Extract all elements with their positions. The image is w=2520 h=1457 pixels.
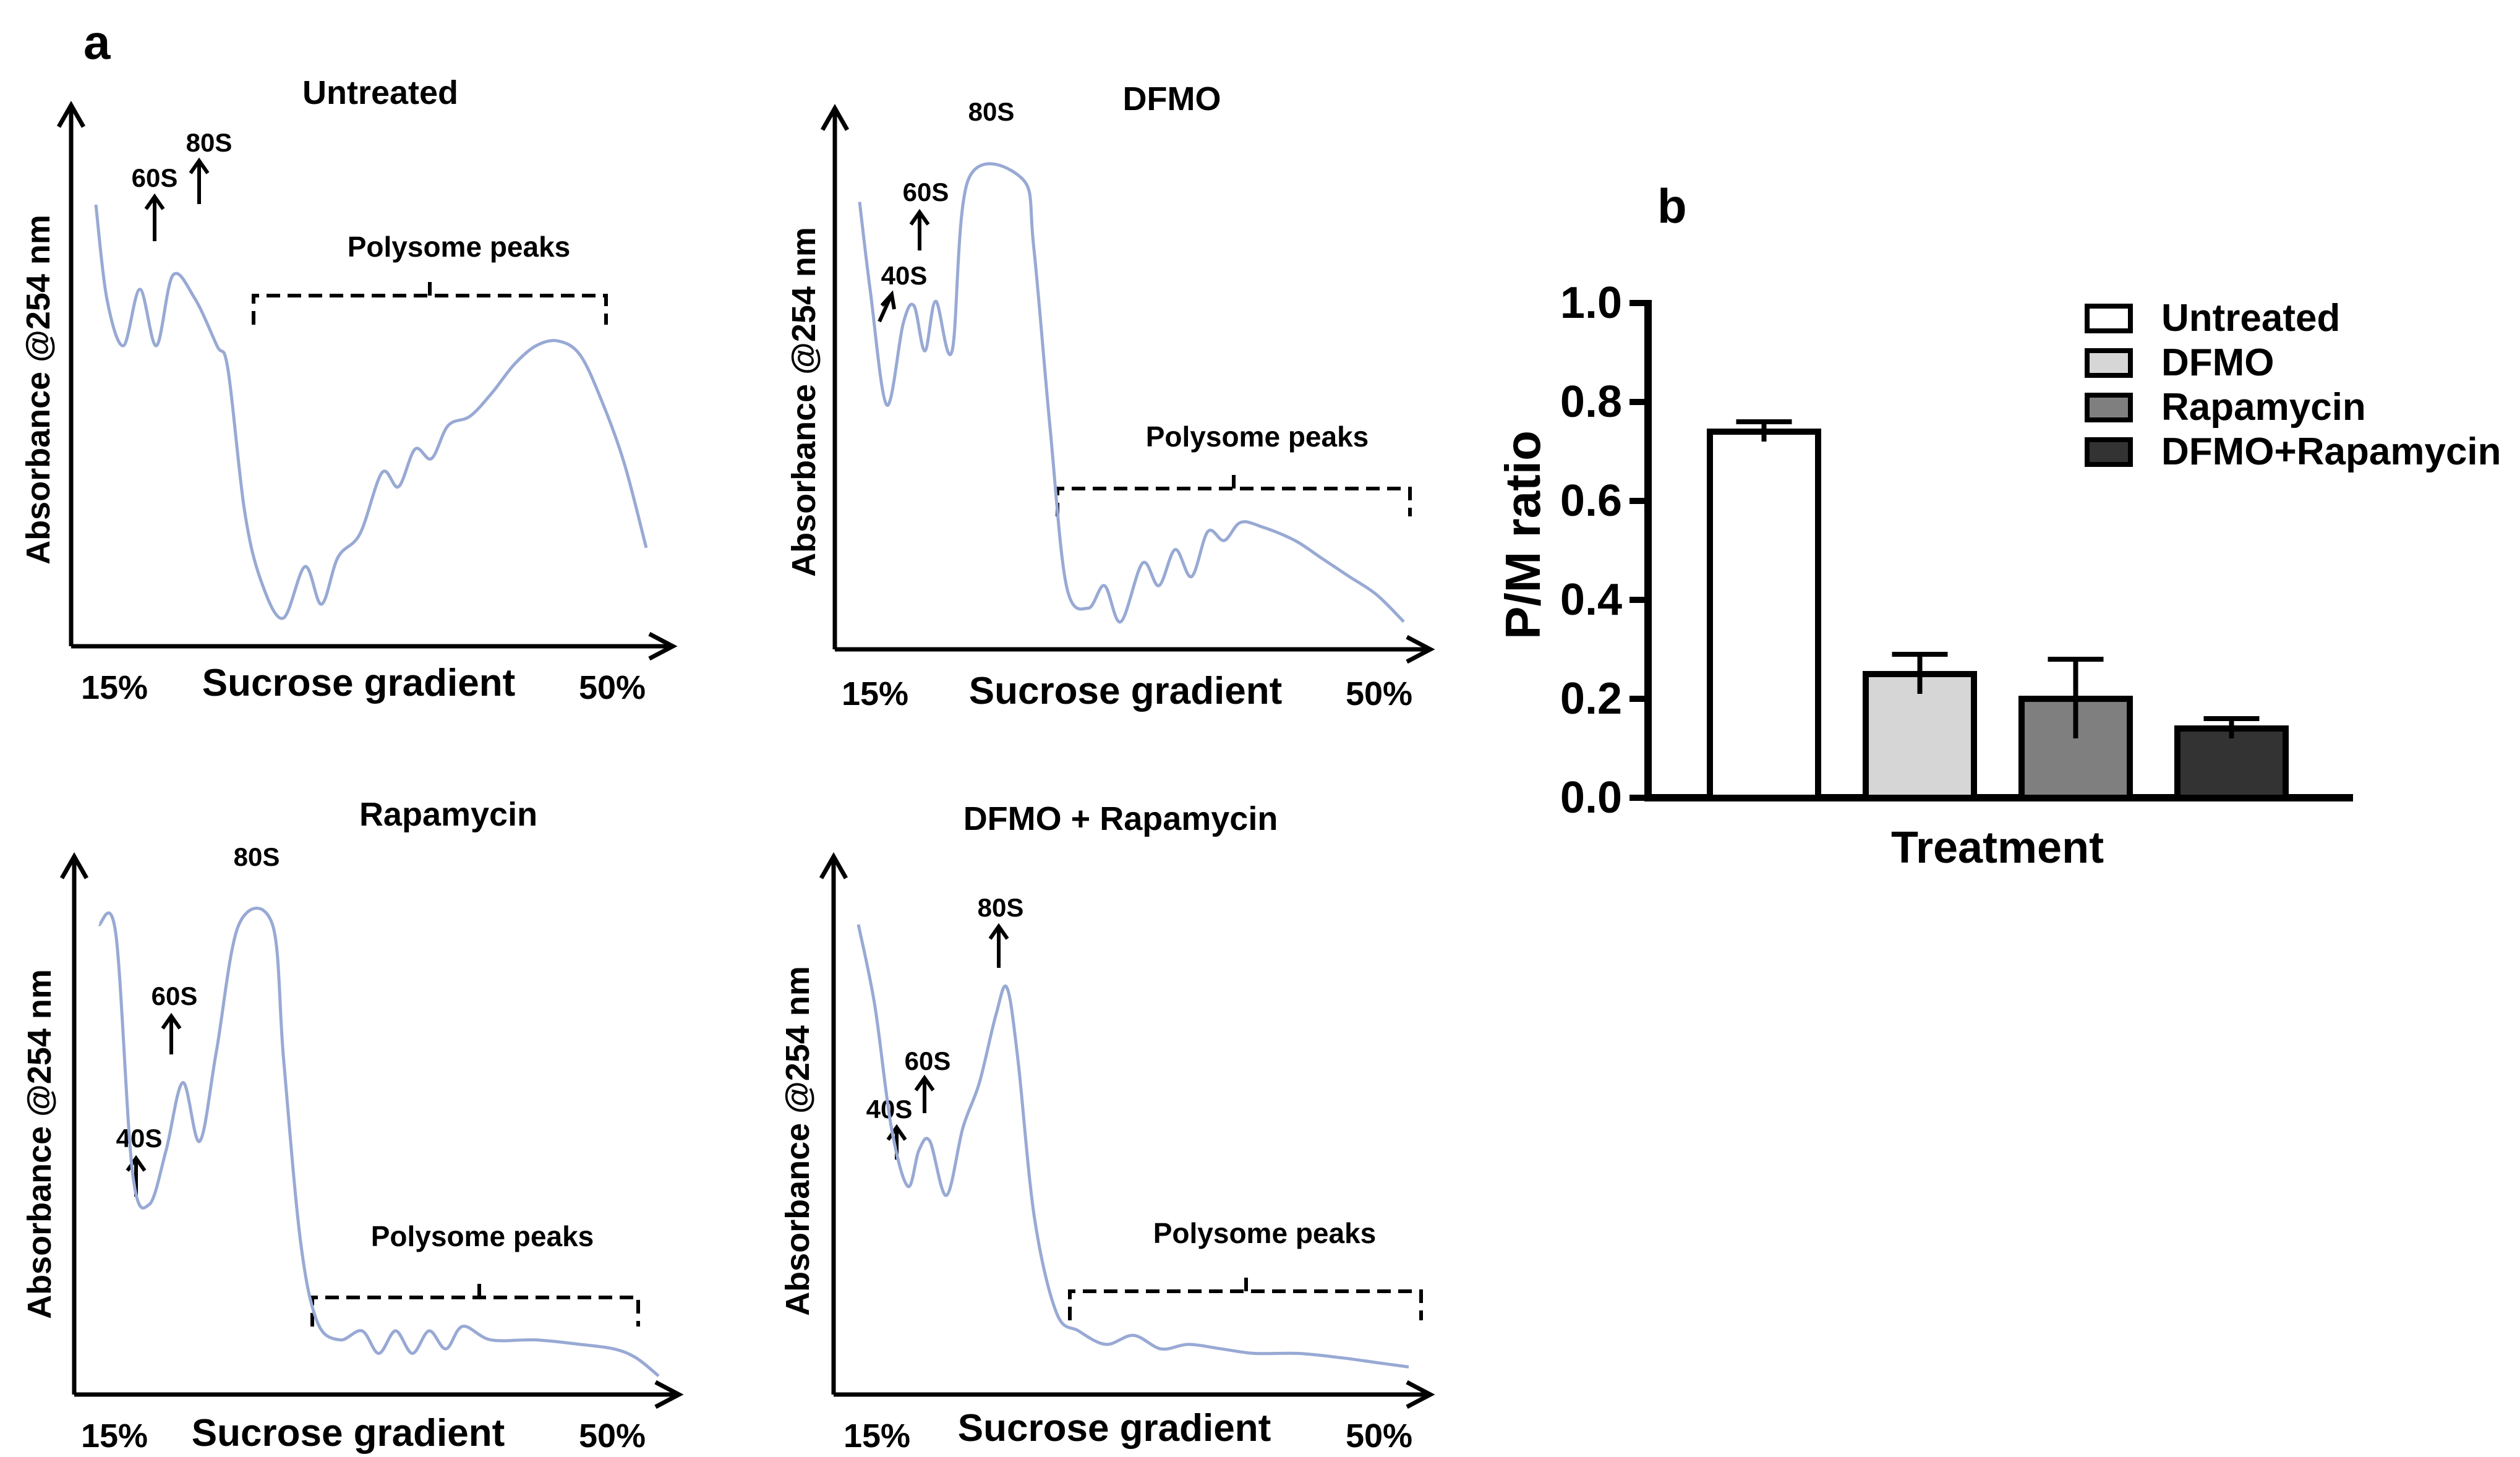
x-axis-label: Sucrose gradient <box>969 670 1282 712</box>
absorbance-trace <box>97 907 660 1377</box>
x-start-label: 15% <box>842 675 908 712</box>
peak-label-60s: 60S <box>903 177 949 207</box>
x-axis-arrow <box>74 1380 684 1409</box>
peak-arrow-60s <box>161 1012 182 1054</box>
peak-label-60s: 60S <box>905 1046 951 1075</box>
peak-arrow-80s <box>189 157 210 204</box>
legend-swatch <box>2085 304 2133 333</box>
peak-arrow-40s <box>878 290 896 323</box>
x-end-label: 50% <box>579 669 646 706</box>
legend-label: Untreated <box>2161 297 2340 340</box>
peak-label-40s: 40S <box>881 261 928 290</box>
legend-label: DFMO+Rapamycin <box>2161 430 2501 473</box>
x-start-label: 15% <box>844 1417 910 1455</box>
legend-swatch <box>2085 437 2133 467</box>
absorbance-trace <box>858 162 1405 623</box>
x-end-label: 50% <box>1346 1417 1412 1455</box>
polysome-bracket <box>252 281 608 325</box>
y-tick-label: 0.6 <box>1560 476 1622 526</box>
profile-title: Rapamycin <box>359 796 537 833</box>
x-axis-label: Sucrose gradient <box>202 662 515 704</box>
profile-dfmo-rapamycin: DFMO + Rapamycin Absorbance @254 nm Sucr… <box>779 800 1435 1455</box>
polysome-peaks-label: Polysome peaks <box>1153 1217 1377 1249</box>
legend-label: DFMO <box>2161 341 2274 384</box>
x-axis-label: Treatment <box>1891 823 2104 873</box>
peak-label-80s: 80S <box>186 128 233 157</box>
y-axis-label: Absorbance @254 nm <box>21 969 58 1319</box>
y-tick-label: 0.4 <box>1560 575 1622 625</box>
panel-a-label: a <box>83 15 111 69</box>
peak-label-80s: 80S <box>968 97 1015 126</box>
error-bar <box>2203 716 2260 738</box>
x-axis-arrow <box>835 634 1435 664</box>
bar-untreated <box>1707 429 1821 801</box>
x-axis-arrow <box>834 1380 1435 1409</box>
y-axis-arrow <box>56 100 86 646</box>
polysome-bracket <box>1056 475 1412 516</box>
y-axis-label: Absorbance @254 nm <box>20 215 57 565</box>
bars <box>1707 419 2289 801</box>
error-bar <box>1892 652 1948 694</box>
polysome-bracket <box>310 1283 640 1327</box>
y-axis-arrow <box>820 103 850 649</box>
bar-dfmo-rapamycin <box>2174 725 2289 801</box>
x-start-label: 15% <box>81 669 148 706</box>
legend-swatch <box>2085 393 2133 422</box>
y-axis-arrow <box>819 852 848 1395</box>
x-end-label: 50% <box>1346 675 1412 712</box>
polysome-bracket <box>1068 1277 1423 1320</box>
peak-arrow-80s <box>988 923 1009 968</box>
peak-label-80s: 80S <box>978 893 1024 922</box>
legend-label: Rapamycin <box>2161 386 2366 429</box>
profile-untreated: Untreated Absorbance @254 nm Sucrose gra… <box>20 74 678 706</box>
y-axis-label: Absorbance @254 nm <box>785 227 822 577</box>
x-start-label: 15% <box>81 1417 148 1455</box>
profile-dfmo: DFMO Absorbance @254 nm Sucrose gradient… <box>785 80 1435 712</box>
error-bar <box>1736 419 1792 442</box>
pm-ratio-bar-chart: P/M ratio Treatment 0.0 0.2 0.4 0.6 0.8 1.0 U… <box>1495 278 2501 873</box>
y-tick-label: 1.0 <box>1560 278 1622 328</box>
profile-title: DFMO <box>1123 80 1221 118</box>
y-axis-label: P/M ratio <box>1495 430 1550 639</box>
peak-label-60s: 60S <box>132 163 178 192</box>
y-axis-label: Absorbance @254 nm <box>779 966 816 1316</box>
peak-arrow-60s <box>144 193 165 241</box>
profile-title: DFMO + Rapamycin <box>963 800 1278 837</box>
profile-title: Untreated <box>302 74 458 111</box>
profile-rapamycin: Rapamycin Absorbance @254 nm Sucrose gra… <box>21 796 684 1455</box>
peak-label-60s: 60S <box>152 981 198 1011</box>
y-ticks: 0.0 0.2 0.4 0.6 0.8 1.0 <box>1560 278 1648 822</box>
bar-dfmo <box>1863 671 1977 801</box>
polysome-peaks-label: Polysome peaks <box>348 231 571 263</box>
panel-b-label: b <box>1657 179 1687 233</box>
polysome-peaks-label: Polysome peaks <box>1146 421 1369 453</box>
x-end-label: 50% <box>579 1417 646 1455</box>
absorbance-trace <box>856 924 1409 1369</box>
x-axis-label: Sucrose gradient <box>192 1412 505 1455</box>
legend-swatch <box>2085 348 2133 378</box>
x-axis-arrow <box>71 631 678 661</box>
error-bar <box>2048 657 2104 738</box>
y-tick-label: 0.0 <box>1560 773 1622 822</box>
peak-label-80s: 80S <box>234 842 280 871</box>
y-tick-label: 0.8 <box>1560 377 1622 427</box>
absorbance-trace <box>94 204 648 620</box>
peak-arrow-60s <box>909 208 930 250</box>
peak-label-40s: 40S <box>116 1124 163 1153</box>
y-axis-arrow <box>59 852 89 1395</box>
peak-arrow-60s <box>914 1074 935 1113</box>
y-tick-label: 0.2 <box>1560 674 1622 724</box>
x-axis-label: Sucrose gradient <box>958 1407 1271 1450</box>
polysome-peaks-label: Polysome peaks <box>371 1220 594 1252</box>
